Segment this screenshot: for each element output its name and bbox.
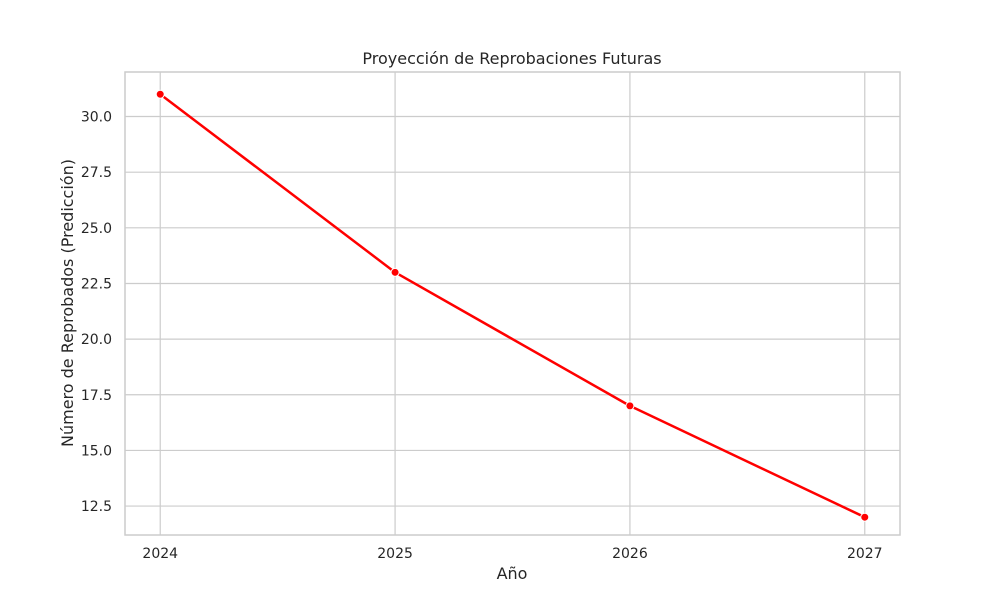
y-tick-label: 30.0 <box>81 110 112 126</box>
y-tick-label: 22.5 <box>81 276 112 292</box>
x-tick-label: 2025 <box>377 546 413 562</box>
y-axis-label: Número de Reprobados (Predicción) <box>58 159 77 447</box>
y-tick-label: 25.0 <box>81 221 112 237</box>
y-tick-label: 12.5 <box>81 499 112 515</box>
x-tick-label: 2027 <box>847 546 883 562</box>
y-tick-label: 17.5 <box>81 388 112 404</box>
chart-title: Proyección de Reprobaciones Futuras <box>362 49 661 68</box>
data-point <box>860 512 870 522</box>
y-tick-label: 27.5 <box>81 165 112 181</box>
x-tick-label: 2026 <box>612 546 648 562</box>
y-tick-label: 20.0 <box>81 332 112 348</box>
series-line <box>158 93 867 519</box>
data-point <box>155 89 165 99</box>
y-tick-label: 15.0 <box>81 443 112 459</box>
series-layer <box>155 89 870 522</box>
data-point <box>390 267 400 277</box>
tick-labels: 12.5 15.0 17.5 20.0 22.5 25.0 27.5 30.0 2024 2025… <box>81 110 883 562</box>
data-point <box>625 401 635 411</box>
plot-frame <box>124 71 901 536</box>
x-axis-label: Año <box>497 564 528 583</box>
grid-layer <box>125 72 900 535</box>
x-tick-label: 2024 <box>142 546 178 562</box>
